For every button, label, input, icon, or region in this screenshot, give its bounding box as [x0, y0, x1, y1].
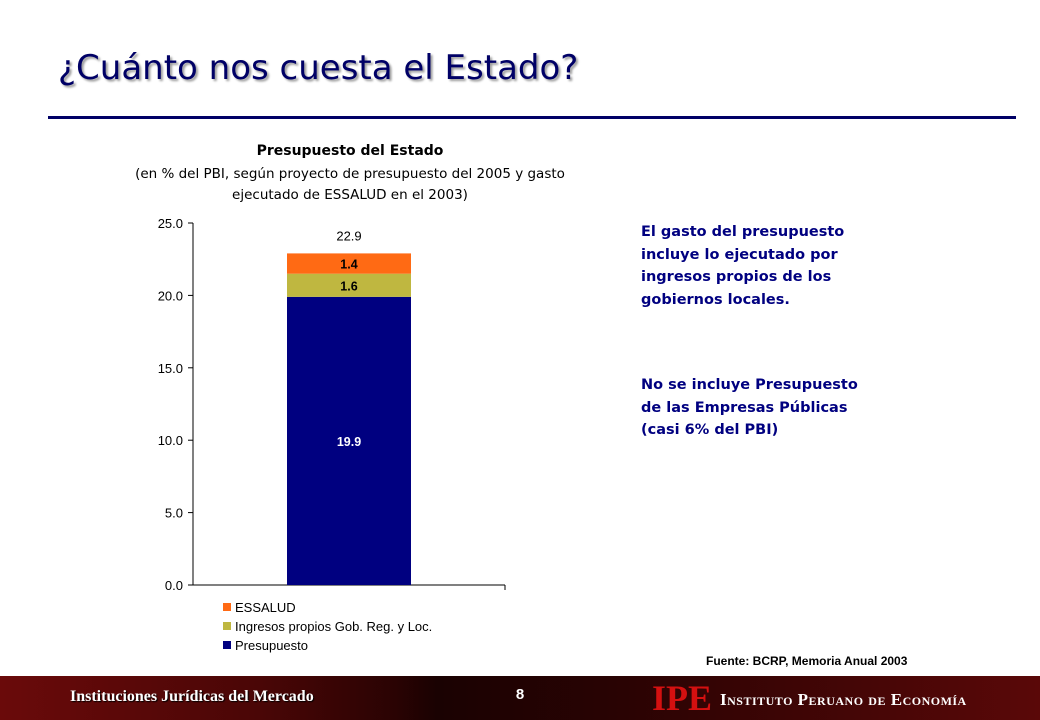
y-tick-label: 5.0 — [165, 506, 183, 521]
bar-segment — [287, 296, 411, 585]
organization-name: Instituto Peruano de Economía — [720, 690, 967, 709]
y-tick-label: 0.0 — [165, 578, 183, 593]
chart-title: Presupuesto del Estado — [256, 143, 444, 159]
footer-left-text: Instituciones Jurídicas del Mercado — [70, 688, 314, 705]
data-label: 19.9 — [337, 435, 361, 449]
note-not-included: No se incluye Presupuesto de las Empresa… — [641, 377, 858, 438]
legend-swatch — [223, 622, 231, 630]
bar-segment — [287, 273, 411, 297]
title-divider — [48, 116, 1016, 119]
source-note: Fuente: BCRP, Memoria Anual 2003 — [706, 654, 908, 668]
legend-swatch — [223, 603, 231, 611]
slide-title: ¿Cuánto nos cuesta el Estado? — [58, 48, 579, 88]
ipe-logo: IPE — [652, 678, 713, 718]
footer-bar: Instituciones Jurídicas del Mercado 8 IP… — [0, 676, 1040, 720]
legend-swatch — [223, 641, 231, 649]
y-tick-label: 10.0 — [158, 433, 183, 448]
data-label: 1.6 — [340, 279, 357, 293]
note-budget-includes: El gasto del presupuesto incluye lo ejec… — [641, 224, 845, 308]
y-tick-label: 20.0 — [158, 288, 183, 303]
total-label: 22.9 — [336, 228, 361, 243]
legend-label: ESSALUD — [235, 600, 296, 615]
legend-label: Presupuesto — [235, 638, 308, 653]
y-tick-label: 15.0 — [158, 361, 183, 376]
page-number: 8 — [515, 686, 525, 703]
bar-segment — [287, 253, 411, 274]
legend-label: Ingresos propios Gob. Reg. y Loc. — [235, 619, 432, 634]
y-tick-label: 25.0 — [158, 216, 183, 231]
data-label: 1.4 — [340, 258, 357, 272]
chart-subtitle: (en % del PBI, según proyecto de presupu… — [135, 166, 565, 203]
